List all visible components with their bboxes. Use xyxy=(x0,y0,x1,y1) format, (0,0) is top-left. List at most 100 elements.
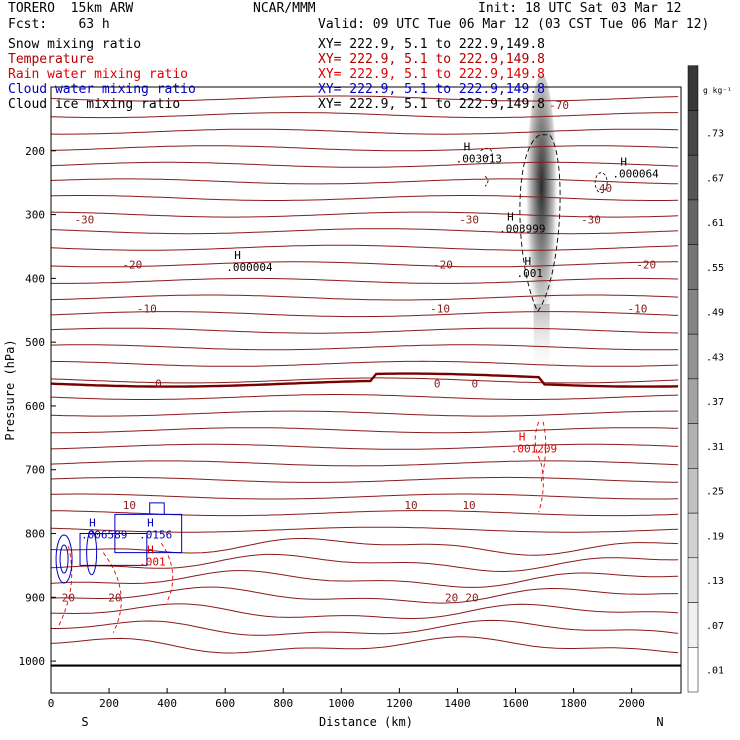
temperature-isotherm xyxy=(50,145,679,152)
x-tick-label: 2000 xyxy=(618,697,645,710)
legend-entry-name: Temperature xyxy=(8,52,94,67)
maximum-h-marker: H xyxy=(147,544,154,557)
temperature-isotherm xyxy=(51,277,679,284)
colorbar-tick-label: .31 xyxy=(706,442,724,453)
colorbar-segment xyxy=(687,199,699,245)
colorbar-tick-label: .61 xyxy=(706,218,724,229)
temperature-isotherm xyxy=(50,344,679,351)
temperature-isotherm xyxy=(50,586,679,604)
maximum-value-label: .0156 xyxy=(139,529,172,542)
isotherm-label: -30 xyxy=(581,214,601,227)
y-tick-label: 600 xyxy=(25,400,45,413)
colorbar-segment xyxy=(687,333,699,380)
rain-contour xyxy=(534,421,547,513)
colorbar-tick-label: .13 xyxy=(706,576,724,587)
isotherm-label: 40 xyxy=(599,182,612,195)
cloud-water-contour xyxy=(55,534,73,584)
colorbar-tick-label: .19 xyxy=(706,531,724,542)
isotherm-label: -10 xyxy=(430,302,450,315)
y-tick-label: 1000 xyxy=(19,655,46,668)
colorbar-tick-label: .67 xyxy=(706,173,724,184)
center-label: NCAR/MMM xyxy=(253,1,316,16)
colorbar-tick-label: .37 xyxy=(706,397,724,408)
temperature-isotherm xyxy=(50,410,679,417)
legend-entry-xy: XY= 222.9, 5.1 to 222.9,149.8 xyxy=(318,67,545,82)
colorbar-segment xyxy=(687,423,699,469)
temperature-isotherm xyxy=(50,244,679,251)
maximum-value-label: .003999 xyxy=(499,223,545,236)
x-tick-label: 400 xyxy=(157,697,177,710)
maximum-h-marker: H xyxy=(464,140,471,153)
colorbar-tick-label: .01 xyxy=(706,666,724,677)
isotherm-label: -10 xyxy=(137,302,157,315)
temperature-isotherm xyxy=(50,443,679,450)
forecast-label: Fcst: 63 h xyxy=(8,17,110,32)
temperature-isotherm xyxy=(50,327,679,334)
legend-entry-xy: XY= 222.9, 5.1 to 222.9,149.8 xyxy=(318,37,545,52)
y-tick-label: 900 xyxy=(25,591,45,604)
model-label: TORERO 15km ARW xyxy=(8,1,134,16)
colorbar-segment xyxy=(687,647,699,693)
maximum-h-marker: H xyxy=(519,431,526,444)
temperature-isotherm xyxy=(50,493,679,500)
ice-contour-small xyxy=(484,175,489,187)
temperature-isotherm xyxy=(50,228,679,235)
isotherm-label: 10 xyxy=(123,499,136,512)
cloud-water-contour xyxy=(79,502,183,566)
colorbar-segment xyxy=(687,289,699,335)
temperature-isotherm xyxy=(50,570,679,588)
temperature-isotherm xyxy=(50,112,679,119)
colorbar-unit: g kg⁻¹ xyxy=(703,86,732,95)
temperature-isotherm xyxy=(50,526,679,533)
temperature-isotherm xyxy=(51,128,679,135)
x-tick-label: 800 xyxy=(273,697,293,710)
legend-entry-name: Cloud ice mixing ratio xyxy=(8,97,180,112)
colorbar-tick-label: .55 xyxy=(706,263,724,274)
temperature-isotherm xyxy=(50,211,679,218)
plot-area: -70 40 -30 -30 -30 -20 -20 -20 -10 -10 -10 0 0 0 10 10 1… xyxy=(3,74,682,729)
snow-plume-shading xyxy=(525,74,558,355)
isotherm-label: 0 xyxy=(434,378,441,391)
temperature-isotherm xyxy=(50,311,679,318)
colorbar-segment xyxy=(687,468,699,514)
colorbar-tick-label: .43 xyxy=(706,352,724,363)
legend: Snow mixing ratio XY= 222.9, 5.1 to 222.9… xyxy=(8,37,545,112)
temperature-isotherm xyxy=(51,619,679,636)
temperature-isotherm xyxy=(50,476,679,483)
legend-entry-xy: XY= 222.9, 5.1 to 222.9,149.8 xyxy=(318,97,545,112)
temperature-isotherm xyxy=(50,195,679,201)
temperature-isotherm xyxy=(50,394,679,400)
colorbar-tick-label: .25 xyxy=(706,487,724,498)
isotherm-label: 10 xyxy=(462,499,475,512)
maximum-h-marker: H xyxy=(147,517,154,530)
x-tick-label: 1000 xyxy=(328,697,355,710)
legend-entry-xy: XY= 222.9, 5.1 to 222.9,149.8 xyxy=(318,52,545,67)
maximum-value-label: .001 xyxy=(139,556,166,569)
colorbar-segment xyxy=(687,244,699,290)
colorbar: .01 .07 .13 .19 .25 .31 .37 .43 .49 .55 .61 .67 .73 g… xyxy=(687,65,732,693)
rain-contour xyxy=(58,542,174,633)
x-tick-label: 600 xyxy=(215,697,235,710)
y-tick-label: 700 xyxy=(25,464,45,477)
ice-contour-small xyxy=(480,147,494,158)
maximum-value-label: .001209 xyxy=(511,443,557,456)
colorbar-segment xyxy=(687,154,699,201)
x-tick-label: 1600 xyxy=(502,697,529,710)
temperature-isotherm xyxy=(50,294,679,301)
x-tick-label: 0 xyxy=(48,697,55,710)
snow-envelope-contour xyxy=(519,134,561,313)
temperature-isotherm xyxy=(50,95,679,102)
x-tick-label: 200 xyxy=(99,697,119,710)
isotherm-label: 20 xyxy=(465,591,478,604)
colorbar-tick-label: .49 xyxy=(706,308,724,319)
valid-label: Valid: 09 UTC Tue 06 Mar 12 (03 CST Tue … xyxy=(318,17,710,32)
colorbar-tick-label: .07 xyxy=(706,621,724,632)
temperature-isotherm xyxy=(50,460,679,467)
isotherm-label: -70 xyxy=(549,99,569,112)
isotherm-label: 0 xyxy=(155,378,162,391)
maximum-value-label: .000004 xyxy=(226,261,273,274)
maximum-value-label: .003013 xyxy=(456,152,502,165)
temperature-isotherm xyxy=(50,538,679,556)
maximum-value-label: .006589 xyxy=(81,529,127,542)
